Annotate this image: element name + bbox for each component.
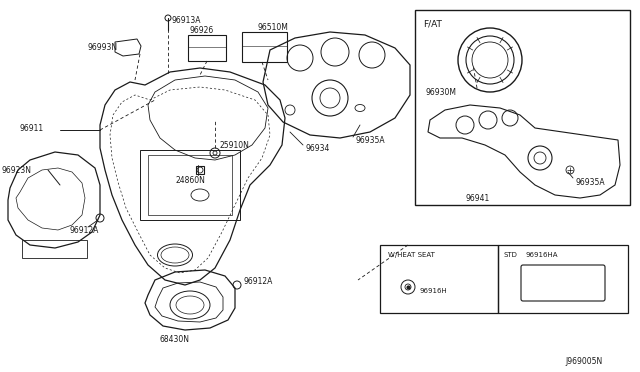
- Text: 96913A: 96913A: [172, 16, 202, 25]
- Bar: [140, 150, 240, 220]
- Text: 68430N: 68430N: [160, 336, 190, 344]
- Text: 25910N: 25910N: [220, 141, 250, 150]
- Text: 96941: 96941: [465, 193, 489, 202]
- Text: 96912A: 96912A: [243, 278, 273, 286]
- Bar: [22, 240, 87, 258]
- Text: 96935A: 96935A: [575, 177, 605, 186]
- Text: 96993N: 96993N: [87, 42, 117, 51]
- Bar: [415, 10, 630, 205]
- Text: 96911: 96911: [20, 124, 44, 132]
- Text: W/HEAT SEAT: W/HEAT SEAT: [388, 252, 435, 258]
- Text: 96923N: 96923N: [2, 166, 32, 174]
- Text: 96912A: 96912A: [70, 225, 99, 234]
- Text: J969005N: J969005N: [565, 357, 602, 366]
- Bar: [498, 245, 628, 313]
- Bar: [380, 245, 498, 313]
- Text: 96510M: 96510M: [257, 22, 288, 32]
- Text: 96935A: 96935A: [355, 135, 385, 144]
- Text: STD: STD: [504, 252, 518, 258]
- Bar: [242, 32, 287, 62]
- Bar: [188, 35, 226, 61]
- Text: F/AT: F/AT: [423, 19, 442, 29]
- Text: 24860N: 24860N: [175, 176, 205, 185]
- Text: 96930M: 96930M: [425, 87, 456, 96]
- Bar: [148, 155, 232, 215]
- Text: 96926: 96926: [190, 26, 214, 35]
- Text: 96916H: 96916H: [420, 288, 448, 294]
- Text: 96934: 96934: [305, 144, 330, 153]
- Text: 96916HA: 96916HA: [526, 252, 559, 258]
